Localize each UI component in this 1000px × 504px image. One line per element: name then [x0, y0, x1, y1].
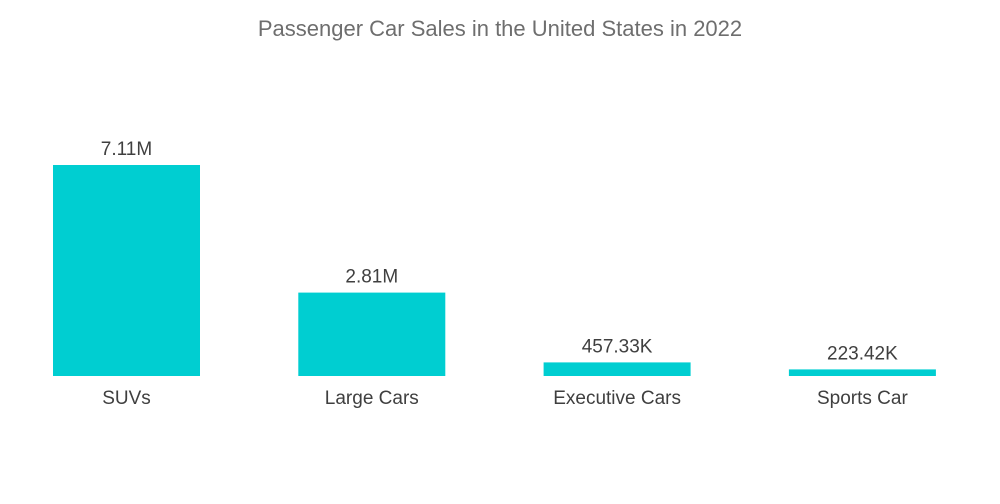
value-label-suvs: 7.11M [101, 139, 152, 160]
value-label-large-cars: 2.81M [345, 267, 398, 288]
category-label-large-cars: Large Cars [325, 388, 419, 409]
bar-sports-car [788, 369, 936, 376]
bar-suvs [53, 165, 200, 376]
value-label-executive-cars: 457.33K [582, 336, 653, 357]
category-label-executive-cars: Executive Cars [553, 388, 681, 409]
value-labels-group: 7.11M 2.81M 457.33K 223.42K [101, 139, 898, 364]
bars-group [53, 165, 936, 376]
category-labels-group: SUVs Large Cars Executive Cars Sports Car [102, 388, 908, 409]
bar-executive-cars [543, 362, 691, 376]
category-label-suvs: SUVs [102, 388, 151, 409]
chart-title: Passenger Car Sales in the United States… [257, 16, 743, 41]
category-label-sports-car: Sports Car [817, 388, 908, 409]
value-label-sports-car: 223.42K [827, 343, 898, 364]
bar-large-cars [298, 292, 446, 376]
